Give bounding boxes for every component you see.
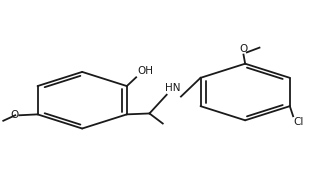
Text: OH: OH [137,66,153,76]
Text: O: O [10,110,18,120]
Text: HN: HN [165,83,180,93]
Text: O: O [239,44,247,54]
Text: Cl: Cl [294,117,304,127]
